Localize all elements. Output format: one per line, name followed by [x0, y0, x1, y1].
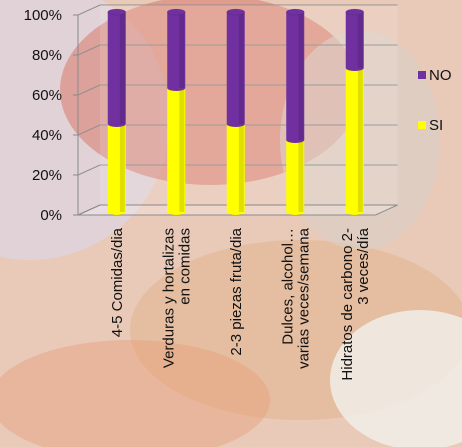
- bar-shade: [119, 124, 125, 212]
- y-tick-label: 80%: [32, 47, 62, 64]
- bar-body: [226, 124, 245, 216]
- bar-cap: [107, 8, 126, 16]
- y-tick-label: 0%: [40, 207, 62, 224]
- bar-body: [286, 12, 305, 143]
- x-tick-label-line: Hidratos de carbono 2-: [339, 228, 356, 381]
- bar-body: [107, 124, 126, 216]
- legend: NO SI: [418, 67, 452, 134]
- bar-no-1: [167, 8, 186, 91]
- y-tick-label: 20%: [32, 167, 62, 184]
- y-tick-labels: 0% 20% 40% 60% 80% 100%: [24, 7, 62, 224]
- bars: [107, 8, 364, 216]
- bar-si-1: [167, 88, 186, 216]
- gridline: [77, 4, 398, 16]
- x-tick-label: Hidratos de carbono 2- 3 veces/día: [339, 227, 372, 380]
- legend-swatch: [418, 71, 426, 79]
- bar-cap: [286, 8, 305, 16]
- x-tick-label-line: 4-5 Comidas/dia: [109, 227, 126, 337]
- x-tick-label-line: en comidas: [176, 228, 193, 305]
- legend-entry-no: NO: [418, 67, 452, 84]
- bar-body: [107, 12, 126, 128]
- x-tick-label-line: 3 veces/día: [355, 227, 372, 304]
- bar-shade: [119, 12, 125, 124]
- x-tick-label: Verduras y hortalizas en comidas: [160, 228, 193, 368]
- x-tick-label-line: Dulces, alcohol…: [279, 228, 296, 345]
- bar-shade: [179, 12, 185, 88]
- bar-no-2: [226, 8, 245, 128]
- x-tick-label-line: Verduras y hortalizas: [160, 228, 177, 368]
- bar-body: [286, 140, 305, 216]
- x-tick-label-line: varias veces/semana: [295, 227, 312, 369]
- bar-si-3: [286, 140, 305, 216]
- bar-cap: [167, 8, 186, 16]
- bar-body: [345, 12, 364, 71]
- bar-body: [226, 12, 245, 128]
- bar-si-0: [107, 124, 126, 216]
- x-tick-label: 2-3 piezas fruta/dia: [228, 227, 245, 355]
- bar-no-3: [286, 8, 305, 143]
- bar-shade: [179, 88, 185, 212]
- bar-shade: [238, 124, 244, 212]
- y-tick-label: 100%: [24, 7, 62, 24]
- x-tick-label-line: 2-3 piezas fruta/dia: [228, 227, 245, 355]
- bar-no-0: [107, 8, 126, 128]
- legend-entry-si: SI: [418, 117, 443, 134]
- bar-body: [345, 68, 364, 216]
- bar-shade: [298, 140, 304, 212]
- y-tick-label: 40%: [32, 127, 62, 144]
- bar-shade: [357, 68, 363, 212]
- legend-swatch: [418, 121, 426, 129]
- bar-shade: [238, 12, 244, 124]
- x-tick-label: 4-5 Comidas/dia: [109, 227, 126, 337]
- y-tick-label: 60%: [32, 87, 62, 104]
- bar-shade: [357, 12, 363, 68]
- x-tick-labels: 4-5 Comidas/dia Verduras y hortalizas en c…: [109, 227, 372, 380]
- bar-cap: [345, 8, 364, 16]
- bar-shade: [298, 12, 304, 140]
- x-tick-label: Dulces, alcohol… varias veces/semana: [279, 227, 312, 369]
- bar-body: [167, 12, 186, 91]
- bar-si-4: [345, 68, 364, 216]
- legend-label: SI: [429, 117, 443, 134]
- bar-cap: [226, 8, 245, 16]
- legend-label: NO: [429, 67, 452, 84]
- bar-body: [167, 88, 186, 216]
- bar-si-2: [226, 124, 245, 216]
- bar-no-4: [345, 8, 364, 71]
